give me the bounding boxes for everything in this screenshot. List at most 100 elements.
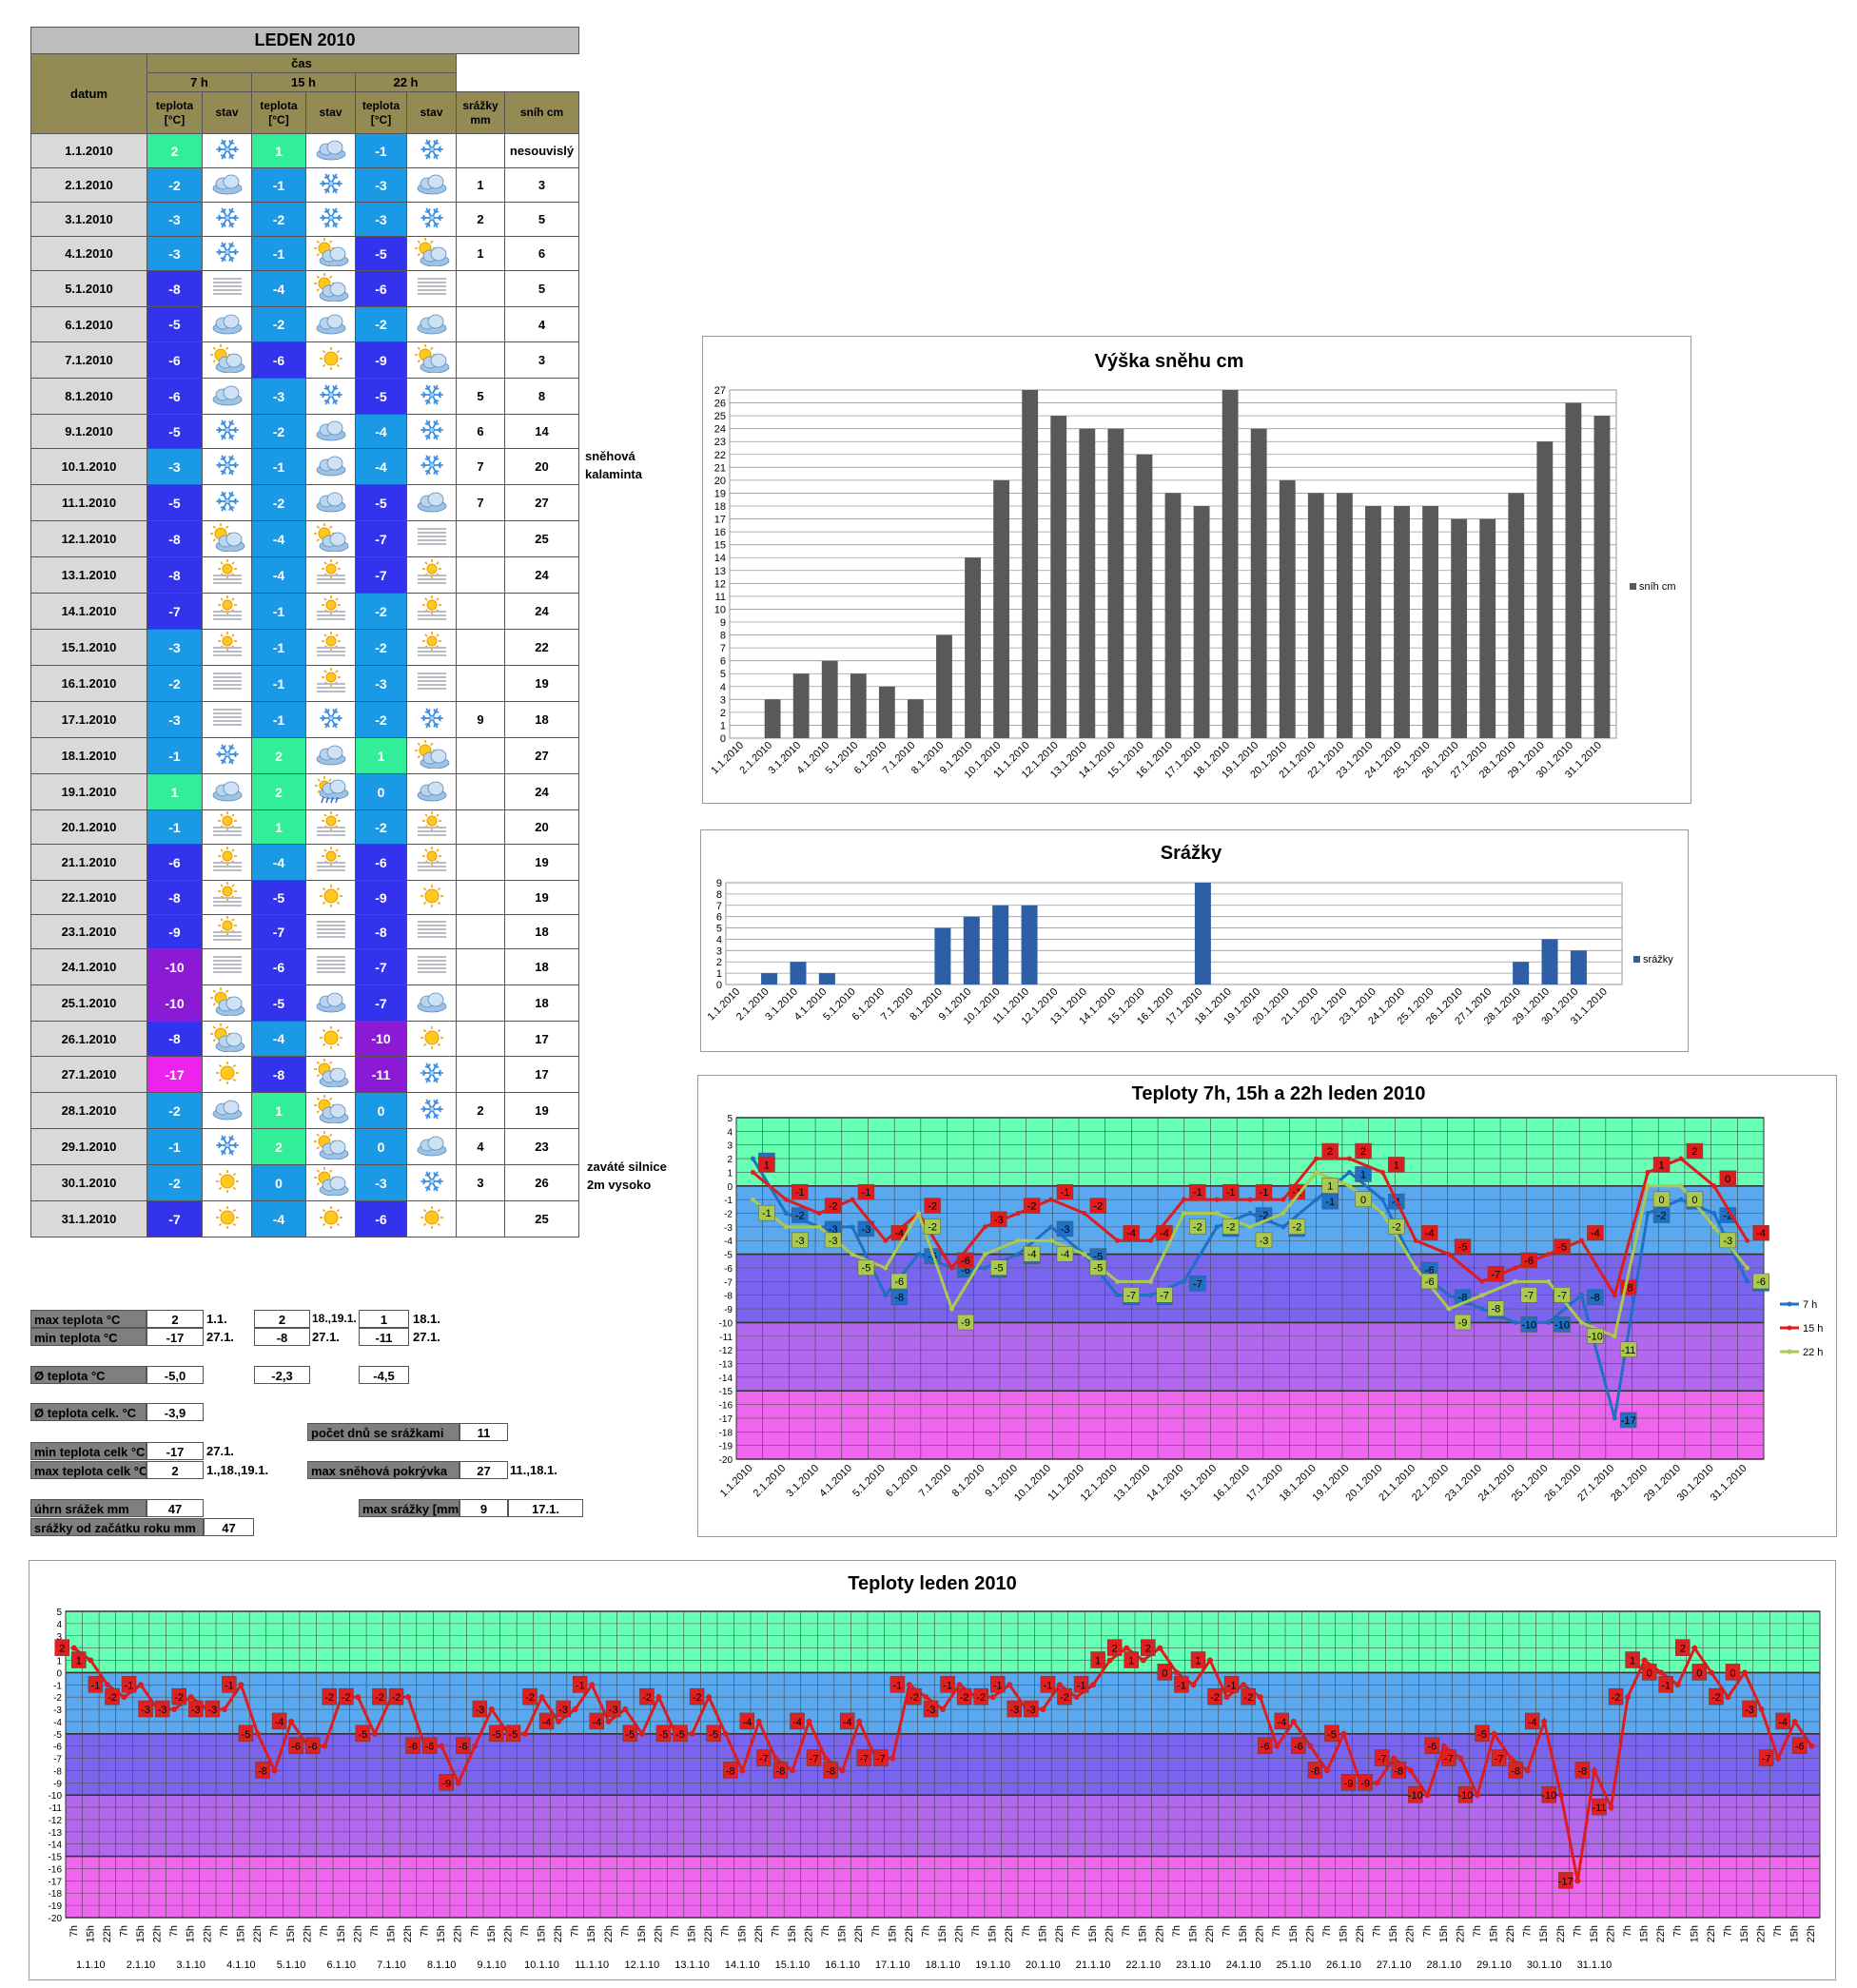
x-tick-label: 7h [269, 1925, 281, 1937]
svg-text:-6: -6 [1425, 1265, 1435, 1277]
svg-text:-8: -8 [1578, 1765, 1588, 1777]
data-label: 1 [1090, 1651, 1105, 1668]
data-point [1340, 1730, 1347, 1737]
data-point [1658, 1669, 1665, 1676]
data-point [783, 1197, 789, 1202]
snow-chart-frame: Výška sněhu cm 0 1 2 3 4 5 6 7 8 9 10 11 12 13 14 15 16 17… [702, 336, 1691, 804]
data-label: -1 [1658, 1676, 1673, 1693]
bar [761, 973, 778, 984]
bar [1422, 506, 1438, 738]
data-point [1082, 1252, 1087, 1257]
table-row: 31.1.2010 -7 -4 -6 25 [30, 1200, 579, 1238]
svg-text:-8: -8 [258, 1765, 267, 1777]
temp-7h-cell: -1 [147, 809, 203, 845]
data-label: -17 [1619, 1412, 1637, 1429]
snow-cell: 19 [504, 844, 579, 881]
data-point [271, 1767, 278, 1774]
table-row: 4.1.2010 -3 -1 -5 1 6 [30, 236, 579, 271]
data-point [940, 1706, 946, 1713]
data-label: 1 [1625, 1651, 1640, 1668]
temp-7h-cell: -6 [147, 341, 203, 379]
precip-chart-frame: Srážky 0 1 2 3 4 5 6 7 8 9 1.1.2010 2.1.2010 3.1.2010… [700, 829, 1689, 1052]
data-label: -5 [505, 1725, 521, 1743]
data-point [1491, 1730, 1497, 1737]
precip-cell: 6 [456, 414, 505, 449]
svg-text:-5: -5 [709, 1729, 718, 1741]
weather-fogsun-icon [305, 665, 356, 702]
weather-sun-icon [406, 1021, 457, 1057]
avg-teplota-7h-value: -5,0 [147, 1366, 204, 1384]
data-label: -8 [823, 1762, 838, 1779]
data-point [1775, 1755, 1782, 1762]
data-point [739, 1767, 746, 1774]
weather-cloud-icon [202, 167, 252, 203]
bar [818, 973, 835, 984]
svg-text:-1: -1 [1227, 1680, 1237, 1691]
data-label: -6 [890, 1273, 909, 1290]
temp-15h-cell: -1 [251, 593, 306, 630]
x-tick-label: 15h [85, 1925, 96, 1942]
weather-snow-icon [305, 167, 356, 203]
svg-text:0: 0 [1647, 1667, 1652, 1679]
table-row: 8.1.2010 -6 -3 -5 5 8 [30, 378, 579, 415]
data-point [1407, 1767, 1414, 1774]
svg-text:-10: -10 [1458, 1790, 1474, 1802]
x-tick-label: 22h [152, 1925, 164, 1942]
y-tick-label: -11 [719, 1333, 733, 1343]
svg-text:-2: -2 [976, 1692, 986, 1704]
temp-22h-cell: -10 [355, 1021, 407, 1057]
x-tick-label: 15h [1739, 1925, 1750, 1942]
data-point [1645, 1183, 1651, 1189]
temp-15h-cell: 2 [251, 773, 306, 810]
x-tick-label: 7h [1171, 1925, 1183, 1937]
data-point [1124, 1645, 1130, 1651]
snow-cell: 27 [504, 484, 579, 521]
temp-7h-cell: -3 [147, 629, 203, 666]
max-srazky-date: 17.1. [508, 1499, 583, 1517]
temp-band [66, 1733, 1820, 1796]
table-row: 12.1.2010 -8 -4 -7 25 [30, 520, 579, 557]
data-point [238, 1682, 244, 1688]
date-cell: 1.1.2010 [30, 133, 147, 168]
min-celk-date: 27.1. [206, 1444, 234, 1458]
x-tick-label: 7h [519, 1925, 531, 1937]
x-tick-label: 7h [1271, 1925, 1282, 1937]
snow-cell: 18 [504, 948, 579, 985]
temp-15h-cell: -4 [251, 556, 306, 594]
svg-text:-11: -11 [1621, 1345, 1635, 1356]
date-cell: 30.1.2010 [30, 1164, 147, 1201]
temp-7h-cell: -3 [147, 202, 203, 237]
svg-text:-1: -1 [1260, 1187, 1269, 1199]
data-label: -1 [572, 1676, 588, 1693]
data-point [371, 1730, 378, 1737]
date-cell: 12.1.2010 [30, 520, 147, 557]
data-label: -1 [1222, 1183, 1240, 1200]
data-point [1678, 1156, 1684, 1161]
data-label: -3 [1007, 1700, 1023, 1718]
data-label: -17 [1558, 1872, 1574, 1889]
data-point [355, 1694, 362, 1701]
temp-22h-cell: -5 [355, 236, 407, 271]
data-point [1082, 1211, 1087, 1217]
legend-marker [1787, 1325, 1792, 1331]
data-point [1115, 1238, 1121, 1243]
svg-text:-8: -8 [894, 1293, 904, 1304]
precip-cell: 3 [456, 1164, 505, 1201]
data-label: -5 [1324, 1725, 1339, 1743]
svg-text:1: 1 [1128, 1656, 1134, 1667]
y-tick-label: 2 [720, 708, 726, 719]
bar [1536, 441, 1554, 738]
svg-text:-2: -2 [1392, 1222, 1401, 1234]
x-tick-label: 7h [570, 1925, 581, 1937]
min-teplota-15h-value: -8 [254, 1328, 310, 1346]
temp-15h-cell: 1 [251, 1092, 306, 1129]
x-tick-label: 7h [168, 1925, 180, 1937]
weather-fog-icon [202, 948, 252, 985]
data-point [1578, 1238, 1584, 1243]
y-tick-label: -7 [724, 1277, 733, 1288]
y-tick-label: -19 [719, 1442, 733, 1452]
precip-cell [456, 133, 505, 168]
data-point [1711, 1224, 1717, 1230]
y-tick-label: 23 [714, 437, 726, 448]
table-row: 15.1.2010 -3 -1 -2 22 [30, 629, 579, 666]
